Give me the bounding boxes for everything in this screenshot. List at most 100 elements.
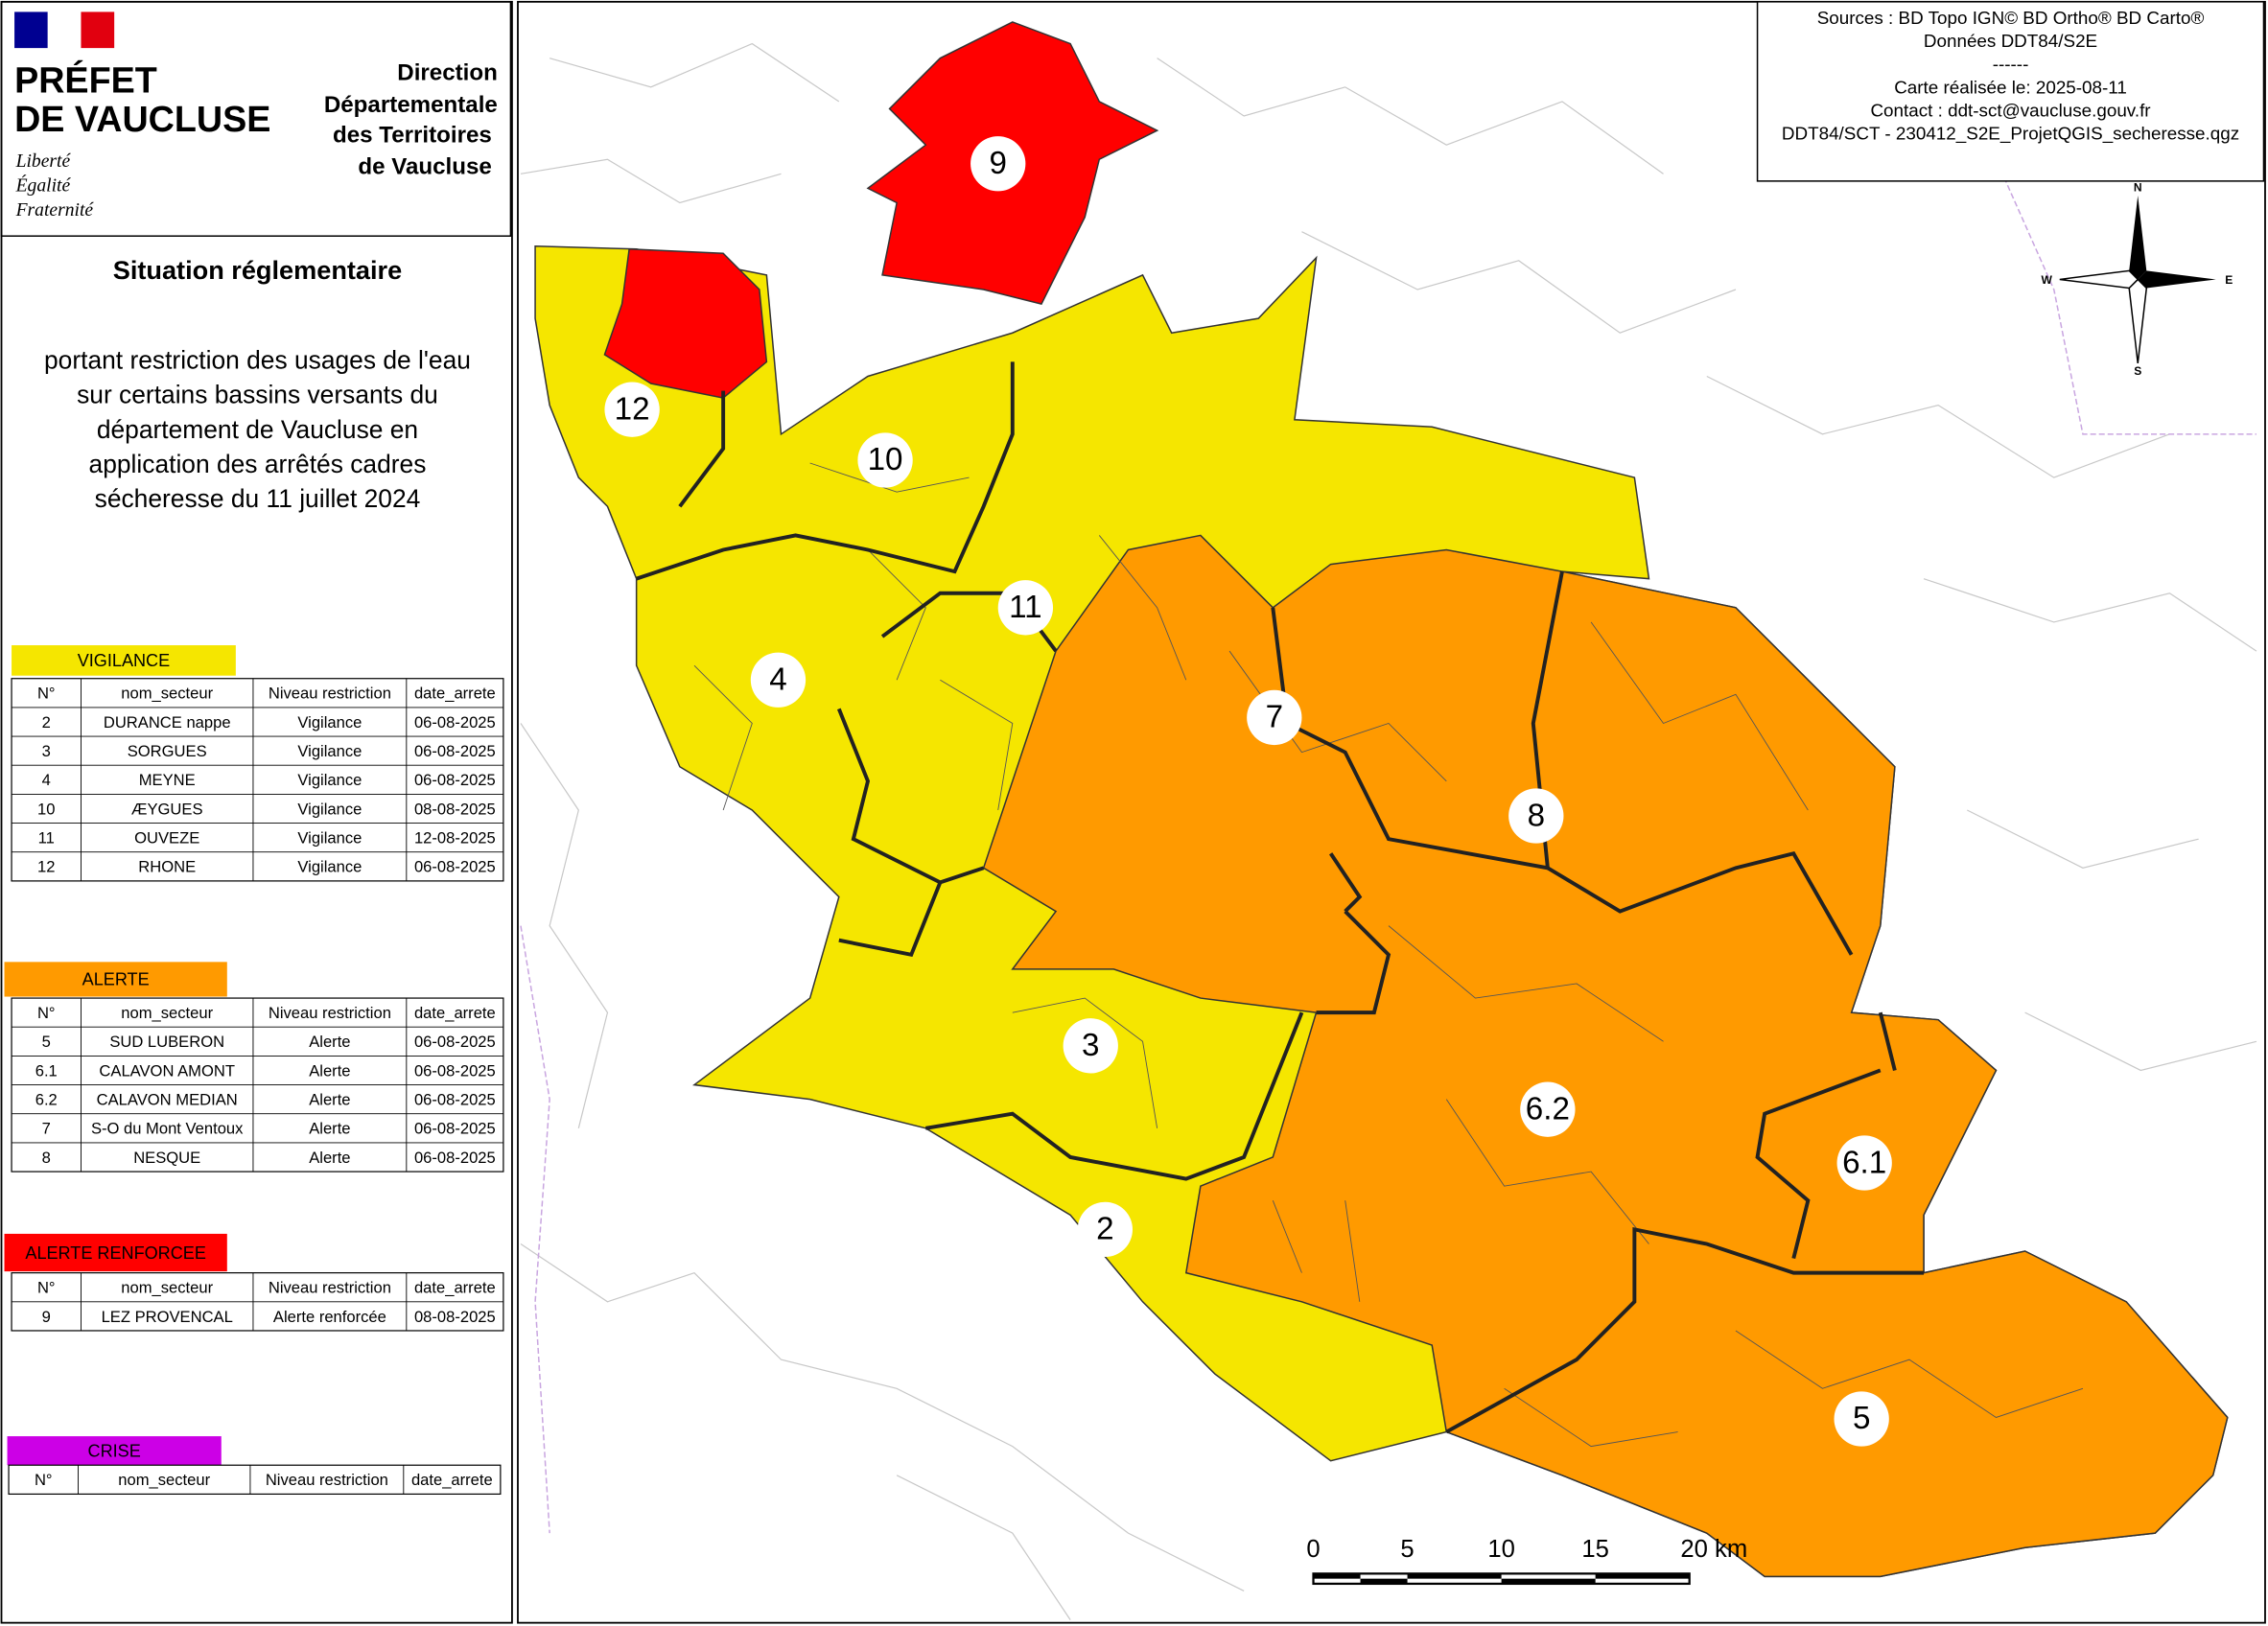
sector-number: 2 bbox=[1096, 1212, 1113, 1247]
sector-badge bbox=[1834, 1391, 1889, 1447]
table-cell: 11 bbox=[38, 829, 55, 848]
column-header: Niveau restriction bbox=[269, 685, 391, 703]
source-line: DDT84/SCT - 230412_S2E_ProjetQGIS_secher… bbox=[1782, 124, 2239, 145]
table-cell: 6.2 bbox=[35, 1091, 58, 1109]
table-cell: 6.1 bbox=[35, 1061, 58, 1080]
table-cell: CALAVON MEDIAN bbox=[97, 1091, 238, 1109]
column-header: Niveau restriction bbox=[266, 1471, 388, 1489]
level-badge bbox=[12, 645, 236, 676]
table-cell: 06-08-2025 bbox=[414, 1149, 496, 1167]
alerte-zone bbox=[982, 534, 2229, 1578]
sources-text: Sources : BD Topo IGN© BD Ortho® BD Cart… bbox=[1782, 8, 2239, 145]
sector-number: 9 bbox=[989, 146, 1006, 181]
flag-blue bbox=[14, 12, 48, 49]
table-cell: OUVEZE bbox=[134, 829, 199, 848]
brand-line: DE VAUCLUSE bbox=[14, 99, 270, 139]
sector-number: 8 bbox=[1528, 798, 1545, 833]
subtitle-line: département de Vaucluse en bbox=[97, 415, 418, 444]
column-header: nom_secteur bbox=[121, 1279, 213, 1297]
level-name: VIGILANCE bbox=[78, 651, 170, 670]
subtitle-line: sécheresse du 11 juillet 2024 bbox=[95, 484, 421, 513]
table-cell: 06-08-2025 bbox=[414, 1120, 496, 1138]
table-cell: 5 bbox=[42, 1033, 51, 1051]
table-cell: RHONE bbox=[138, 858, 196, 876]
panel-subtitle: portant restriction des usages de l'eau s… bbox=[44, 345, 471, 513]
legend-table bbox=[8, 1464, 502, 1496]
sector-badge bbox=[750, 652, 807, 708]
column-header: nom_secteur bbox=[121, 685, 213, 703]
table-cell: 10 bbox=[37, 800, 55, 818]
table-cell: MEYNE bbox=[139, 771, 196, 789]
compass-label: W bbox=[2042, 273, 2053, 287]
sector-number: 6.2 bbox=[1526, 1091, 1570, 1127]
column-header: nom_secteur bbox=[121, 1004, 213, 1022]
source-line: ------ bbox=[1993, 54, 2029, 74]
sector-number: 4 bbox=[769, 662, 786, 698]
legend-tables: VIGILANCE N° nom_secteur Niveau restriction… bbox=[4, 645, 504, 1496]
level-name: ALERTE RENFORCEE bbox=[25, 1243, 206, 1263]
column-header: date_arrete bbox=[411, 1471, 493, 1489]
subtitle-line: portant restriction des usages de l'eau bbox=[44, 345, 471, 374]
sector-number: 10 bbox=[868, 442, 903, 477]
table-cell: 08-08-2025 bbox=[414, 1308, 496, 1326]
logo-box bbox=[0, 1, 512, 237]
sector-badge bbox=[1247, 689, 1302, 746]
direction-line: des Territoires bbox=[333, 122, 492, 148]
table-cell: Vigilance bbox=[297, 829, 362, 848]
brand-line: PRÉFET bbox=[14, 59, 157, 100]
table-cell: Alerte renforcée bbox=[273, 1308, 386, 1326]
sector-badge bbox=[1508, 788, 1564, 844]
column-header: Niveau restriction bbox=[269, 1279, 391, 1297]
motto-line: Égalité bbox=[15, 174, 72, 196]
background-communes bbox=[520, 42, 2257, 1620]
sources-box bbox=[1756, 1, 2265, 182]
sector-badge bbox=[604, 382, 660, 437]
source-line: Données DDT84/S2E bbox=[1924, 31, 2097, 51]
flag-white bbox=[47, 12, 82, 49]
table-cell: CALAVON AMONT bbox=[99, 1061, 235, 1080]
table-cell: 06-08-2025 bbox=[414, 1091, 496, 1109]
table-cell: 12-08-2025 bbox=[414, 829, 496, 848]
sector-badge bbox=[1520, 1081, 1576, 1137]
table-cell: 06-08-2025 bbox=[414, 713, 496, 732]
column-header: date_arrete bbox=[414, 1004, 496, 1022]
table-cell: SORGUES bbox=[128, 742, 207, 760]
sector-badge bbox=[857, 432, 913, 488]
compass-label: S bbox=[2134, 364, 2141, 378]
table-cell: ÆYGUES bbox=[131, 800, 203, 818]
column-header: Niveau restriction bbox=[269, 1004, 391, 1022]
table-cell: Vigilance bbox=[297, 858, 362, 876]
scale-label: 5 bbox=[1400, 1536, 1414, 1563]
table-cell: NESQUE bbox=[133, 1149, 200, 1167]
motto-line: Liberté bbox=[15, 151, 72, 172]
source-line: Sources : BD Topo IGN© BD Ortho® BD Cart… bbox=[1817, 8, 2205, 28]
level-badge bbox=[7, 1436, 222, 1466]
scale-bar bbox=[1312, 1572, 1691, 1586]
table-cell: Alerte bbox=[309, 1120, 350, 1138]
table-cell: LEZ PROVENCAL bbox=[102, 1308, 233, 1326]
column-header: N° bbox=[37, 1004, 56, 1022]
sector-number: 12 bbox=[615, 391, 650, 427]
sector-number: 3 bbox=[1082, 1028, 1099, 1063]
compass-label: E bbox=[2225, 273, 2233, 287]
sector-badge bbox=[1077, 1201, 1133, 1258]
sector-badge bbox=[1063, 1018, 1118, 1074]
table-cell: 08-08-2025 bbox=[414, 800, 496, 818]
column-header: N° bbox=[37, 685, 56, 703]
legend-table bbox=[11, 678, 504, 882]
table-cell: SUD LUBERON bbox=[109, 1033, 224, 1051]
column-header: nom_secteur bbox=[118, 1471, 210, 1489]
table-cell: 12 bbox=[37, 858, 55, 876]
table-cell: Alerte bbox=[309, 1061, 350, 1080]
sector-number: 11 bbox=[1009, 590, 1041, 625]
level-badge bbox=[4, 1233, 227, 1272]
source-line: Carte réalisée le: 2025-08-11 bbox=[1894, 77, 2127, 97]
table-cell: S-O du Mont Ventoux bbox=[91, 1120, 244, 1138]
sector-number: 7 bbox=[1266, 700, 1283, 735]
direction-line: de Vaucluse bbox=[358, 154, 491, 180]
commune-lines bbox=[693, 462, 2084, 1448]
table-cell: 7 bbox=[42, 1120, 51, 1138]
scale-label: 20 km bbox=[1680, 1536, 1747, 1563]
column-header: N° bbox=[37, 1279, 56, 1297]
